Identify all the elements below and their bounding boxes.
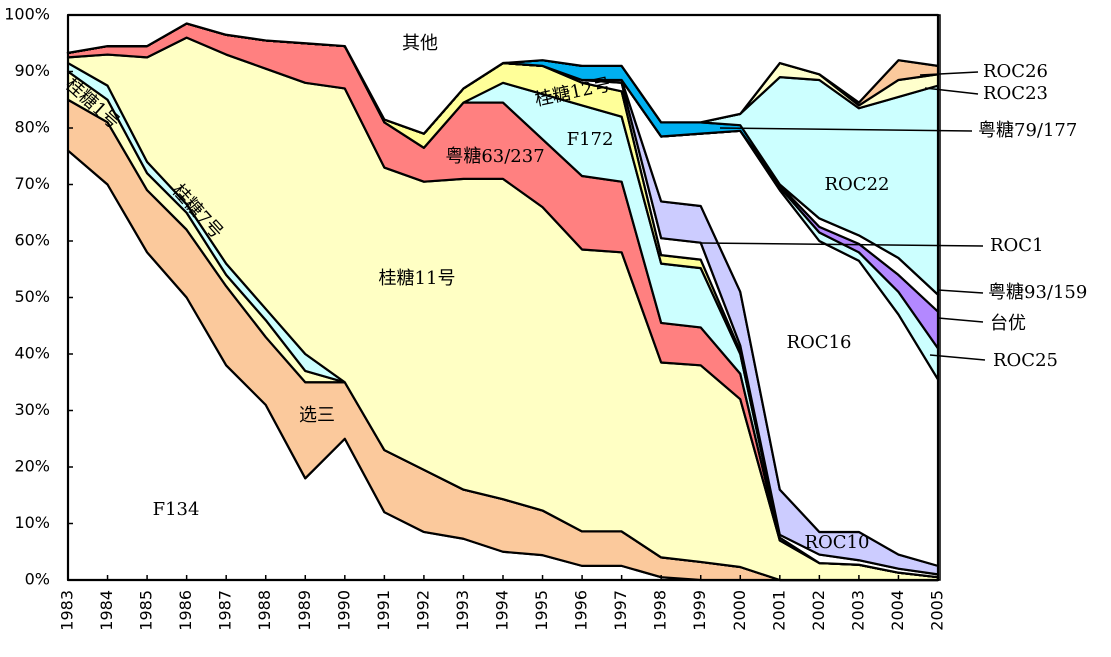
y-tick-label: 100%: [4, 5, 50, 24]
y-tick-label: 50%: [14, 287, 50, 306]
x-tick-label: 1997: [611, 590, 630, 631]
series-label: ROC22: [825, 174, 890, 195]
series-label: ROC16: [787, 332, 852, 353]
x-tick-label: 1987: [216, 590, 235, 631]
y-tick-label: 20%: [14, 457, 50, 476]
x-tick-label: 1996: [572, 590, 591, 631]
x-tick-label: 2002: [809, 590, 828, 631]
series-label: F134: [153, 499, 200, 520]
leader-line: [937, 317, 984, 323]
y-tick-label: 70%: [14, 174, 50, 193]
y-tick-label: 0%: [25, 570, 50, 589]
x-tick-label: 1991: [374, 590, 393, 631]
leader-line: [699, 242, 984, 247]
y-tick-label: 60%: [14, 231, 50, 250]
series-label: ROC26: [983, 61, 1048, 82]
x-tick-label: 1990: [334, 590, 353, 631]
series-label: ROC1: [990, 235, 1044, 256]
x-tick-label: 1998: [651, 590, 670, 631]
series-label: 粤糖63/237: [445, 146, 544, 167]
x-tick-label: 1989: [295, 590, 314, 631]
x-tick-label: 1985: [137, 590, 156, 631]
y-tick-label: 40%: [14, 344, 50, 363]
x-tick-label: 1984: [97, 590, 116, 631]
series-label: ROC10: [805, 532, 870, 553]
x-tick-label: 1983: [58, 590, 77, 631]
x-tick-label: 1999: [690, 590, 709, 631]
x-tick-label: 1995: [532, 590, 551, 631]
series-label: 台优: [990, 313, 1026, 334]
x-tick-label: 1993: [453, 590, 472, 631]
x-tick-label: 2000: [730, 590, 749, 631]
leader-line: [719, 127, 973, 132]
leader-line: [919, 71, 979, 76]
x-tick-label: 1986: [176, 590, 195, 631]
series-label: ROC23: [983, 83, 1048, 104]
series-label: 其他: [402, 33, 438, 54]
series-label: 粤糖93/159: [988, 282, 1087, 303]
y-tick-label: 90%: [14, 61, 50, 80]
x-tick-label: 2003: [848, 590, 867, 631]
y-tick-label: 80%: [14, 118, 50, 137]
x-tick-label: 2001: [769, 590, 788, 631]
series-label: 选三: [299, 405, 335, 426]
leader-line: [937, 289, 984, 294]
x-tick-label: 2004: [888, 590, 907, 631]
series-label: 粤糖79/177: [978, 120, 1077, 141]
x-tick-label: 2005: [928, 590, 947, 631]
x-tick-label: 1994: [493, 590, 512, 631]
leader-line: [924, 87, 979, 95]
x-tick-label: 1992: [413, 590, 432, 631]
x-tick-label: 1988: [255, 590, 274, 631]
leader-line: [929, 354, 986, 361]
series-label: F172: [567, 129, 614, 150]
series-label: 桂糖11号: [379, 268, 456, 289]
series-label: ROC25: [993, 350, 1058, 371]
y-tick-label: 30%: [14, 400, 50, 419]
y-tick-label: 10%: [14, 513, 50, 532]
